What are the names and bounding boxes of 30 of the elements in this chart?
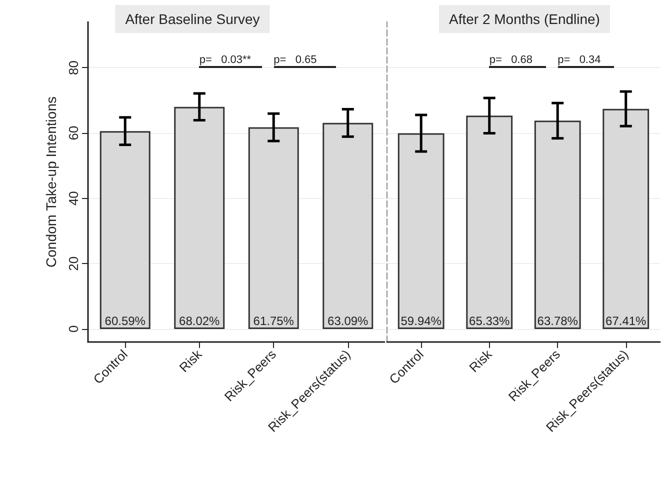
y-tick-label: 20 (66, 256, 81, 271)
y-tick-label: 60 (66, 126, 81, 140)
y-tick-label: 0 (66, 325, 81, 333)
bracket: p= 0.68 (489, 54, 546, 68)
data-label: 60.59% (104, 314, 146, 328)
data-label: 61.75% (253, 314, 294, 328)
bar (248, 127, 299, 329)
y-tick-label: 80 (66, 60, 81, 75)
data-label: 67.41% (606, 314, 647, 328)
bar (100, 131, 150, 329)
bar (322, 122, 374, 329)
data-label: 68.02% (179, 314, 220, 328)
chart-title: After 2 Months (Endline) (449, 11, 600, 27)
bar (174, 106, 225, 329)
data-label: 65.33% (469, 314, 510, 328)
bar (602, 108, 650, 329)
y-axis-title: Condom Take-up Intentions (43, 96, 59, 268)
bar (466, 116, 513, 329)
y-tick-label: 40 (66, 191, 81, 206)
bracket: p= 0.65 (274, 54, 336, 68)
data-label: 59.94% (400, 314, 442, 328)
data-label: 63.78% (537, 314, 578, 328)
x-tick-label: Risk (176, 346, 206, 376)
bar (398, 133, 444, 329)
x-tick-label: Risk (466, 346, 496, 376)
bracket: p= 0.03** (199, 54, 262, 68)
bar (534, 120, 581, 329)
bracket: p= 0.34 (558, 54, 614, 68)
chart-title: After Baseline Survey (125, 11, 260, 27)
data-label: 63.09% (328, 314, 369, 328)
